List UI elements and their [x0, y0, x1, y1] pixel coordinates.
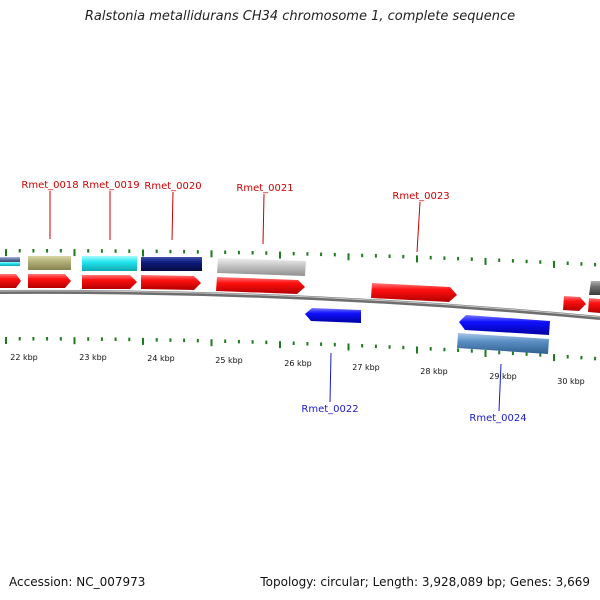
genome-summary-label: Topology: circular; Length: 3,928,089 bp… — [260, 575, 590, 589]
gene-label-rmet-0024[interactable]: Rmet_0024 — [469, 413, 526, 424]
cds-forward-rmet-0019 — [82, 275, 137, 289]
map-title: Ralstonia metallidurans CH34 chromosome … — [84, 9, 516, 24]
feature-bar-dark-grey — [589, 281, 600, 295]
feature-bar-olive — [28, 256, 71, 270]
cds-reverse-rmet-0024 — [459, 315, 550, 335]
leader-rmet-0024 — [498, 363, 502, 412]
cds-forward-rmet-0020 — [141, 275, 201, 290]
kbp-label-26: 26 kbp — [284, 359, 312, 368]
cds-forward-rmet-0021 — [216, 277, 305, 294]
feature-bar-steel — [457, 333, 549, 354]
kbp-label-29: 29 kbp — [489, 372, 517, 381]
feature-bar-partial-left — [0, 257, 20, 266]
kbp-label-25: 25 kbp — [215, 356, 243, 365]
feature-bar-cyan — [82, 256, 137, 271]
cds-forward-edge-right — [588, 298, 600, 313]
chromosome-backbone — [0, 289, 600, 320]
cds-forward-partial-left — [0, 274, 21, 288]
feature-bar-navy — [141, 257, 202, 271]
kbp-label-24: 24 kbp — [147, 354, 175, 363]
gene-label-rmet-0019[interactable]: Rmet_0019 — [82, 180, 139, 191]
kbp-label-28: 28 kbp — [420, 367, 448, 376]
gene-label-rmet-0021[interactable]: Rmet_0021 — [236, 183, 293, 194]
gene-label-rmet-0022[interactable]: Rmet_0022 — [301, 404, 358, 415]
leader-rmet-0023 — [416, 201, 421, 253]
upper-tick-ring — [5, 249, 597, 268]
kbp-label-27: 27 kbp — [352, 363, 380, 372]
leader-rmet-0020 — [171, 191, 174, 241]
chromosome-backbone-highlight — [0, 290, 600, 318]
lower-tick-ring — [5, 337, 597, 362]
cds-forward-rmet-0023 — [371, 283, 457, 302]
gene-label-rmet-0020[interactable]: Rmet_0020 — [144, 181, 201, 192]
kbp-label-23: 23 kbp — [79, 353, 107, 362]
leader-rmet-0022 — [329, 352, 332, 403]
gene-label-rmet-0018[interactable]: Rmet_0018 — [21, 180, 78, 191]
kbp-label-22: 22 kbp — [10, 353, 38, 362]
gene-label-rmet-0023[interactable]: Rmet_0023 — [392, 191, 449, 202]
kbp-label-30: 30 kbp — [557, 377, 585, 386]
leader-rmet-0021 — [262, 193, 265, 245]
feature-bar-silver — [217, 258, 306, 276]
accession-label: Accession: NC_007973 — [9, 575, 146, 589]
cds-reverse-rmet-0022 — [305, 308, 361, 323]
cds-forward-partial-right — [563, 296, 586, 311]
cds-forward-rmet-0018 — [28, 274, 71, 288]
